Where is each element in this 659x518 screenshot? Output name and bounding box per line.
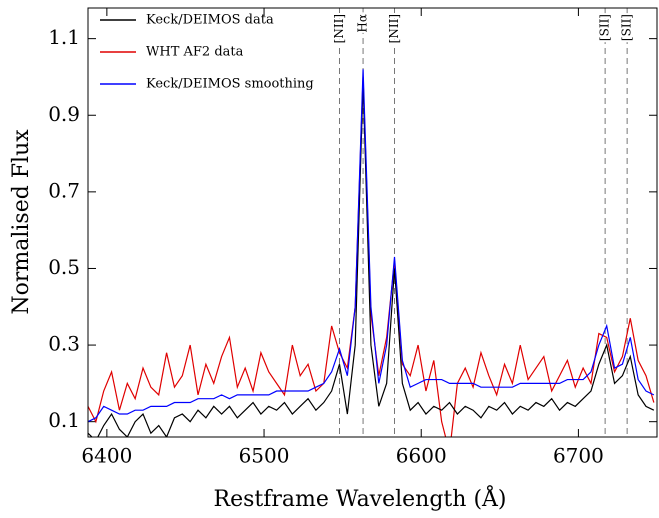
line-label: [NII] <box>387 14 401 43</box>
series-line <box>88 76 655 437</box>
y-tick-label: 0.3 <box>48 332 80 356</box>
line-label: Hα <box>356 14 370 33</box>
legend-label: Keck/DEIMOS data <box>146 13 274 28</box>
series-line <box>88 69 655 423</box>
x-tick-label: 6600 <box>396 444 447 468</box>
line-label: [SII] <box>598 14 612 41</box>
y-tick-label: 0.5 <box>48 255 80 279</box>
plot-frame <box>87 7 658 438</box>
y-tick-label: 1.1 <box>48 25 80 49</box>
y-axis-label: Normalised Flux <box>9 129 34 315</box>
line-label: [NII] <box>332 14 346 43</box>
y-tick-label: 0.1 <box>48 408 80 432</box>
y-tick-label: 0.7 <box>48 178 80 202</box>
x-tick-label: 6700 <box>553 444 604 468</box>
x-tick-label: 6500 <box>239 444 290 468</box>
legend-label: Keck/DEIMOS smoothing <box>146 77 314 92</box>
line-label: [SII] <box>620 14 634 41</box>
y-tick-label: 0.9 <box>48 102 80 126</box>
series-line <box>88 80 655 437</box>
x-tick-label: 6400 <box>81 444 132 468</box>
legend-label: WHT AF2 data <box>146 45 244 60</box>
x-axis-label: Restframe Wavelength (Å) <box>214 484 507 512</box>
